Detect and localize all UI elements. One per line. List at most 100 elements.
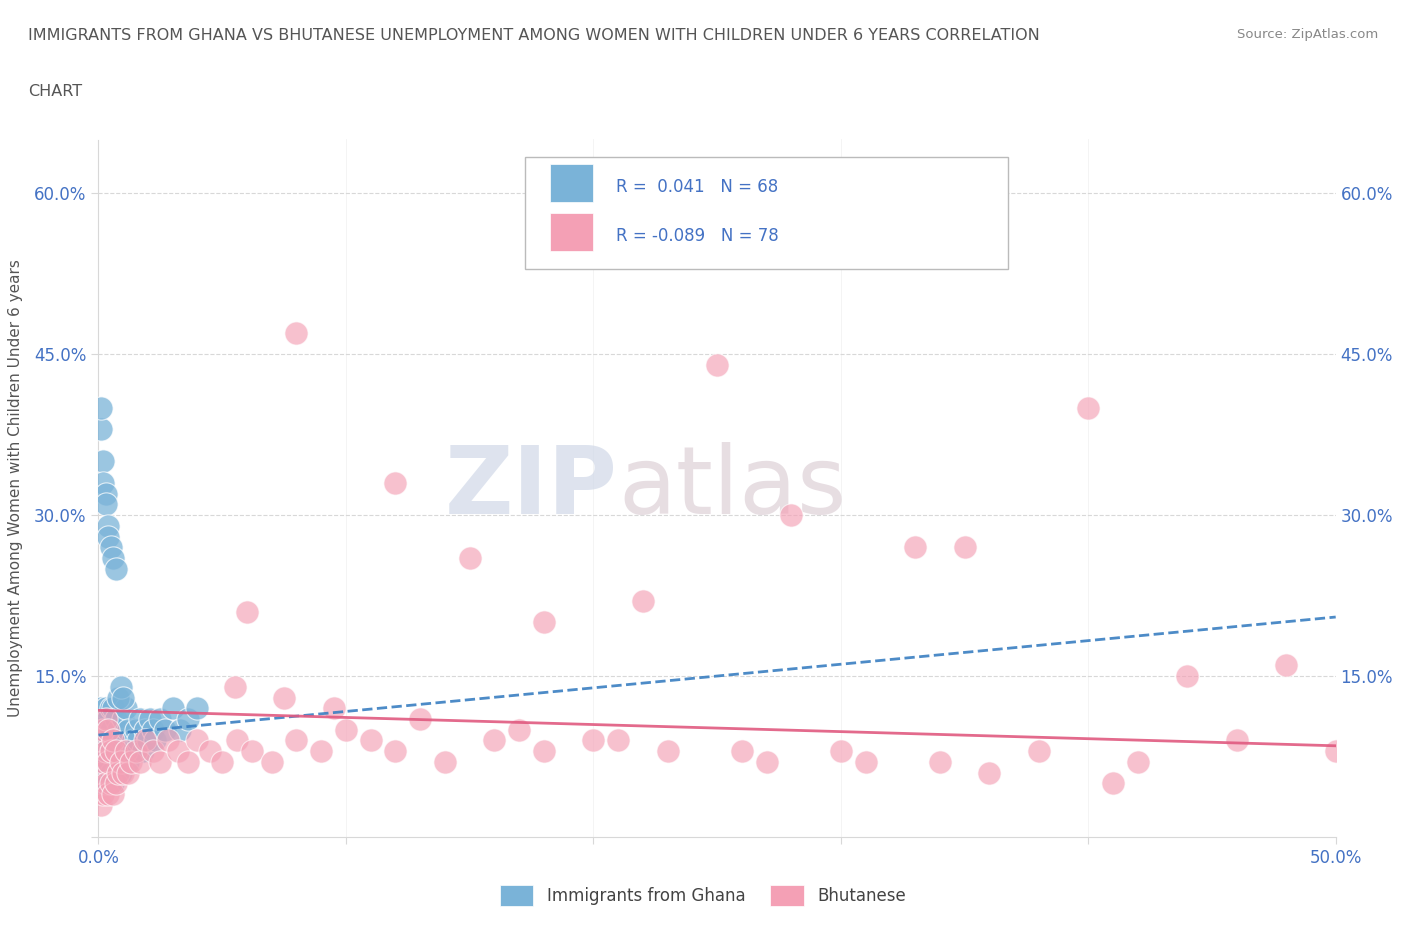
Point (110, 754, 132, 769)
Point (186, 701, 208, 716)
Point (134, 723, 156, 737)
Point (104, 765, 127, 780)
Point (285, 733, 308, 748)
Point (93, 776, 115, 790)
Point (384, 744, 406, 759)
Point (211, 754, 233, 769)
Point (236, 604, 259, 619)
Point (93, 454, 115, 469)
Point (533, 615, 555, 630)
Point (731, 744, 754, 759)
Point (240, 744, 263, 759)
Point (273, 690, 295, 705)
Point (103, 787, 125, 802)
Point (129, 711, 152, 726)
Point (953, 539, 976, 554)
Point (335, 723, 357, 737)
Point (631, 593, 654, 608)
Point (1226, 733, 1249, 748)
Point (142, 723, 165, 737)
Point (107, 723, 129, 737)
Point (458, 551, 481, 565)
Point (582, 733, 605, 748)
Point (94, 776, 117, 790)
Point (142, 744, 165, 759)
Point (117, 765, 139, 780)
Point (107, 690, 129, 705)
Point (97, 723, 120, 737)
Point (90, 776, 112, 790)
Point (90, 765, 112, 780)
Point (120, 754, 142, 769)
Point (104, 776, 127, 790)
Point (904, 539, 927, 554)
Point (97, 776, 120, 790)
Point (93, 711, 115, 726)
Point (90, 723, 112, 737)
Point (93, 733, 115, 748)
Point (780, 508, 803, 523)
Point (533, 744, 555, 759)
Point (94, 701, 117, 716)
Point (110, 679, 132, 694)
Point (169, 723, 191, 737)
Text: IMMIGRANTS FROM GHANA VS BHUTANESE UNEMPLOYMENT AMONG WOMEN WITH CHILDREN UNDER : IMMIGRANTS FROM GHANA VS BHUTANESE UNEMP… (28, 28, 1040, 43)
Point (100, 744, 122, 759)
Point (433, 754, 456, 769)
Point (112, 690, 135, 705)
Point (97, 518, 120, 533)
Point (124, 744, 146, 759)
Point (94, 744, 117, 759)
Point (110, 765, 132, 780)
Point (114, 744, 136, 759)
Point (1102, 776, 1125, 790)
Point (155, 723, 177, 737)
Text: R =  0.041   N = 68: R = 0.041 N = 68 (616, 178, 778, 196)
Point (176, 754, 198, 769)
Point (90, 754, 112, 769)
Legend: Immigrants from Ghana, Bhutanese: Immigrants from Ghana, Bhutanese (494, 879, 912, 912)
Point (94, 486, 117, 501)
Point (114, 744, 136, 759)
Point (94, 711, 117, 726)
Point (136, 733, 159, 748)
Text: CHART: CHART (28, 84, 82, 99)
Point (855, 754, 877, 769)
Point (94, 765, 117, 780)
Point (90, 733, 112, 748)
Point (1126, 754, 1149, 769)
Point (132, 744, 155, 759)
Point (224, 679, 246, 694)
Point (90, 797, 112, 812)
Point (162, 701, 184, 716)
Point (97, 733, 120, 748)
Point (124, 723, 146, 737)
Point (1175, 669, 1198, 684)
Point (285, 326, 308, 340)
Y-axis label: Unemployment Among Women with Children Under 6 years: Unemployment Among Women with Children U… (8, 259, 22, 717)
Point (100, 776, 122, 790)
Point (309, 744, 332, 759)
Point (755, 754, 778, 769)
Point (93, 754, 115, 769)
Point (139, 711, 162, 726)
Text: atlas: atlas (619, 443, 846, 534)
Point (1077, 400, 1099, 415)
Point (143, 733, 166, 748)
Point (100, 744, 122, 759)
Point (90, 701, 112, 716)
Point (149, 754, 172, 769)
Point (93, 754, 115, 769)
Point (97, 787, 120, 802)
Point (149, 711, 172, 726)
Point (260, 754, 283, 769)
Point (117, 723, 139, 737)
Point (657, 744, 679, 759)
Point (112, 765, 135, 780)
Point (94, 744, 117, 759)
Point (166, 744, 188, 759)
Point (93, 723, 115, 737)
Point (484, 733, 506, 748)
Point (508, 723, 530, 737)
Point (100, 765, 122, 780)
